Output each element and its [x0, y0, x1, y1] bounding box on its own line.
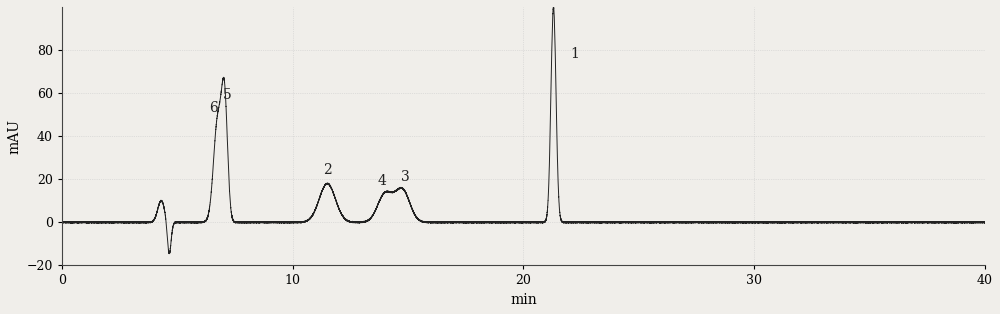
- Y-axis label: mAU: mAU: [7, 119, 21, 154]
- Text: 6: 6: [209, 101, 217, 115]
- Text: 2: 2: [323, 163, 332, 177]
- Text: 3: 3: [401, 170, 410, 184]
- Text: 1: 1: [570, 47, 579, 61]
- X-axis label: min: min: [510, 293, 537, 307]
- Text: 4: 4: [377, 174, 386, 188]
- Text: 5: 5: [223, 88, 231, 102]
